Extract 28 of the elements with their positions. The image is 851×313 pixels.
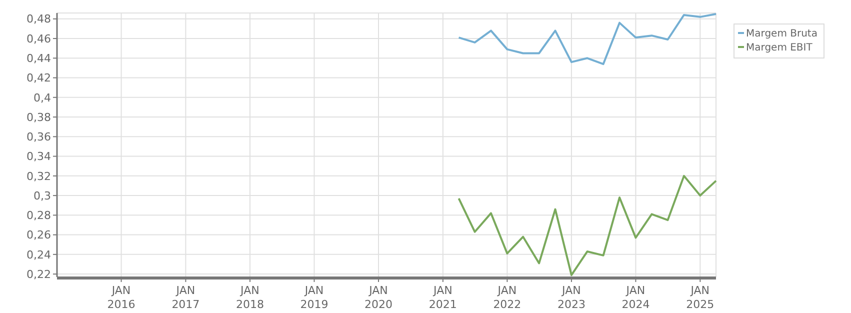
y-tick-label: 0,28	[26, 209, 51, 222]
x-tick-label: JAN 2017	[172, 284, 200, 311]
x-tick-label: JAN 2023	[557, 284, 586, 311]
x-tick-label: JAN 2018	[236, 284, 264, 311]
x-tick-label: JAN 2020	[364, 284, 392, 311]
line-series	[458, 174, 717, 276]
legend-label: Margem Bruta	[746, 28, 818, 40]
y-tick-label: 0,36	[26, 130, 51, 144]
legend-label: Margem EBIT	[746, 42, 814, 54]
y-tick-label: 0,26	[26, 228, 51, 242]
x-tick-label: JAN 2016	[107, 284, 136, 311]
y-tick-label: 0,46	[26, 32, 51, 46]
x-tick-label: JAN 2024	[622, 284, 650, 311]
x-tick-label: JAN 2022	[493, 284, 522, 311]
line-series	[458, 12, 717, 66]
y-tick-label: 0,44	[26, 52, 51, 65]
y-tick-label: 0,22	[26, 268, 51, 281]
y-tick-label: 0,34	[26, 150, 51, 164]
y-tick-label: 0,32	[26, 170, 51, 183]
y-tick-label: 0,4	[34, 91, 51, 104]
x-tick-label: JAN 2025	[686, 284, 714, 311]
y-tick-label: 0,42	[26, 72, 51, 85]
x-tick-label: JAN 2019	[300, 284, 328, 311]
y-tick-label: 0,38	[26, 110, 51, 124]
y-tick-label: 0,48	[26, 12, 51, 26]
x-tick-label: JAN 2021	[428, 284, 457, 311]
y-tick-label: 0,3	[34, 189, 51, 202]
y-tick-label: 0,24	[26, 248, 51, 262]
